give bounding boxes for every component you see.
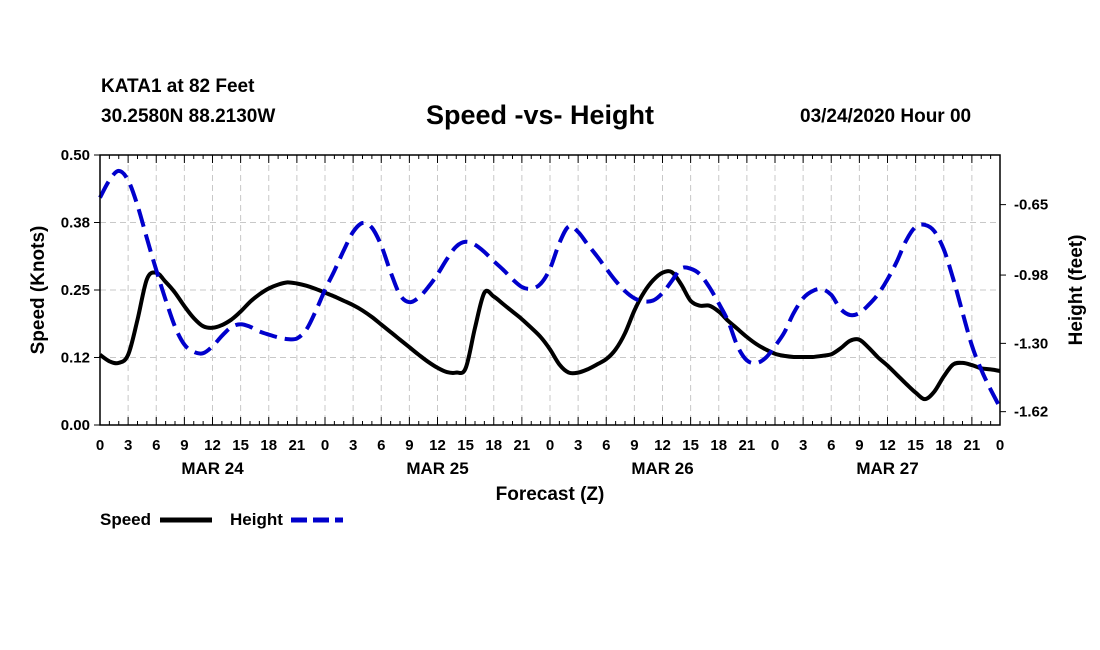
x-tick-label: 9 xyxy=(180,437,188,454)
x-tick-label: 18 xyxy=(935,437,952,454)
x-tick-label: 9 xyxy=(405,437,413,454)
x-tick-label: 15 xyxy=(907,437,924,454)
y2-tick-label: -0.65 xyxy=(1014,197,1048,214)
x-tick-label: 18 xyxy=(710,437,727,454)
legend: Speed Height xyxy=(100,510,343,529)
x-axis-title: Forecast (Z) xyxy=(496,484,605,505)
x-tick-label: 6 xyxy=(152,437,160,454)
x-tick-label: 21 xyxy=(964,437,981,454)
x-tick-label: 12 xyxy=(654,437,671,454)
x-tick-label: 21 xyxy=(289,437,306,454)
x-tick-label: 0 xyxy=(771,437,779,454)
x-tick-label: 15 xyxy=(457,437,474,454)
x-tick-label: 6 xyxy=(602,437,610,454)
y-tick-label: 0.38 xyxy=(61,215,90,232)
x-tick-label: 15 xyxy=(682,437,699,454)
day-label: MAR 26 xyxy=(631,459,693,478)
x-tick-label: 21 xyxy=(514,437,531,454)
x-tick-label: 9 xyxy=(855,437,863,454)
x-tick-label: 18 xyxy=(485,437,502,454)
x-tick-label: 0 xyxy=(321,437,329,454)
x-tick-label: 6 xyxy=(377,437,385,454)
series-line-speed xyxy=(98,269,1001,402)
station-label: KATA1 at 82 Feet xyxy=(101,76,255,97)
chart-title: Speed -vs- Height xyxy=(426,100,655,130)
x-tick-label: 3 xyxy=(574,437,582,454)
axis-ticks xyxy=(94,154,1006,426)
y2-tick-label: -1.62 xyxy=(1014,404,1048,421)
legend-label-height: Height xyxy=(230,510,283,529)
x-tick-label: 0 xyxy=(546,437,554,454)
x-tick-label: 12 xyxy=(429,437,446,454)
station-coordinates: 30.2580N 88.2130W xyxy=(101,106,276,127)
y2-tick-label: -1.30 xyxy=(1014,335,1048,352)
y2-tick-label: -0.98 xyxy=(1014,267,1048,284)
x-tick-label: 0 xyxy=(96,437,104,454)
y2-axis-title: Height (feet) xyxy=(1066,235,1087,346)
x-tick-label: 3 xyxy=(349,437,357,454)
day-label: MAR 27 xyxy=(856,459,918,478)
legend-label-speed: Speed xyxy=(100,510,151,529)
y-tick-label: 0.50 xyxy=(61,147,90,164)
y-axis-title: Speed (Knots) xyxy=(28,226,49,355)
x-tick-label: 18 xyxy=(260,437,277,454)
axis-labels: 0 3 6 9 12 15 18 21 0 3 6 9 12 15 18 21 0 3 6 9 12 15 18 21 0 3 6 9… xyxy=(61,147,1048,478)
y-tick-label: 0.25 xyxy=(61,282,90,299)
x-tick-label: 3 xyxy=(124,437,132,454)
x-tick-label: 6 xyxy=(827,437,835,454)
x-tick-label: 0 xyxy=(996,437,1004,454)
grid-lines xyxy=(100,155,1000,425)
x-tick-label: 12 xyxy=(879,437,896,454)
y-tick-label: 0.00 xyxy=(61,417,90,434)
x-tick-label: 3 xyxy=(799,437,807,454)
x-tick-label: 12 xyxy=(204,437,221,454)
day-label: MAR 24 xyxy=(181,459,244,478)
x-tick-label: 21 xyxy=(739,437,756,454)
series-line-height xyxy=(98,168,1002,409)
x-tick-label: 15 xyxy=(232,437,249,454)
y-tick-label: 0.12 xyxy=(61,350,90,367)
day-label: MAR 25 xyxy=(406,459,468,478)
data-series xyxy=(98,168,1002,409)
x-tick-label: 9 xyxy=(630,437,638,454)
forecast-date: 03/24/2020 Hour 00 xyxy=(800,106,972,127)
